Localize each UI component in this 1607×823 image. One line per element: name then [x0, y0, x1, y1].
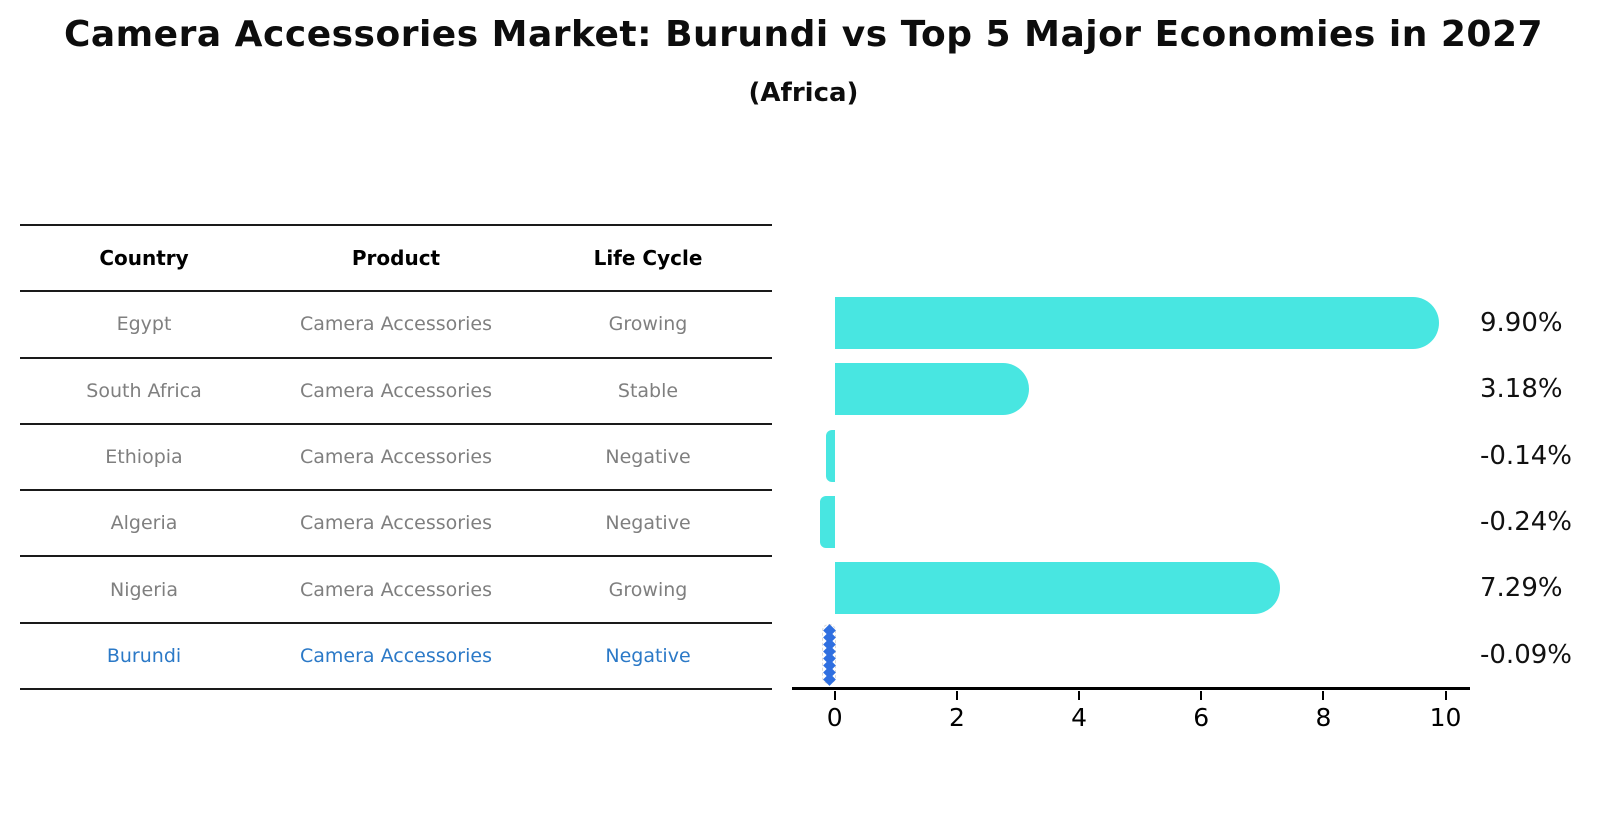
table-cell-country: Burundi: [106, 644, 182, 667]
table-cell-life-cycle: Negative: [605, 512, 691, 535]
table-cell-product: Camera Accessories: [300, 512, 492, 535]
x-tick-label: 0: [826, 703, 843, 732]
x-tick-label: 8: [1315, 703, 1332, 732]
table-row: South Africa Camera Accessories Stable: [20, 359, 772, 425]
x-axis-line: [792, 687, 1470, 690]
bar-nigeria: [834, 562, 1281, 615]
x-tick-label: 10: [1429, 703, 1462, 732]
table-cell-country: Ethiopia: [105, 446, 183, 469]
table-cell-country: Algeria: [110, 512, 178, 535]
value-label: -0.09%: [1480, 639, 1572, 670]
table-cell-life-cycle: Growing: [608, 313, 688, 336]
table-header-row: Country Product Life Cycle: [20, 226, 772, 293]
table-cell-product: Camera Accessories: [300, 446, 492, 469]
x-tick-mark: [1078, 691, 1081, 700]
x-tick-mark: [833, 691, 836, 700]
table-cell-product: Camera Accessories: [300, 313, 492, 336]
value-label: 3.18%: [1480, 374, 1563, 405]
table-cell-product: Camera Accessories: [300, 578, 492, 601]
table-row: Burundi Camera Accessories Negative: [20, 624, 772, 691]
table-row: Ethiopia Camera Accessories Negative: [20, 425, 772, 492]
value-label: 9.90%: [1480, 308, 1563, 339]
table-header-product: Product: [351, 246, 441, 271]
table-cell-life-cycle: Stable: [617, 379, 679, 402]
table-cell-life-cycle: Negative: [605, 644, 691, 667]
x-tick-label: 4: [1071, 703, 1088, 732]
table-cell-country: Nigeria: [110, 578, 178, 601]
table-cell-life-cycle: Growing: [608, 578, 688, 601]
x-tick-mark: [1200, 691, 1203, 700]
x-tick-label: 2: [948, 703, 965, 732]
table-cell-life-cycle: Negative: [605, 446, 691, 469]
table-cell-product: Camera Accessories: [300, 379, 492, 402]
table-cell-product: Camera Accessories: [300, 644, 492, 667]
chart-title: Camera Accessories Market: Burundi vs To…: [63, 14, 1544, 55]
table-cell-country: Egypt: [116, 313, 172, 336]
table-body: Egypt Camera Accessories Growing South Afri…: [20, 292, 772, 691]
x-tick-mark: [955, 691, 958, 700]
table-row: Nigeria Camera Accessories Growing: [20, 557, 772, 624]
bar-algeria: [820, 496, 835, 549]
bar-south-africa: [834, 363, 1029, 416]
comparison-table: Country Product Life Cycle Egypt Camera Acc…: [20, 224, 772, 691]
x-tick-mark: [1444, 691, 1447, 700]
value-label: -0.14%: [1480, 440, 1572, 471]
value-label: 7.29%: [1480, 573, 1563, 604]
bar-chart: 0 2 4 6 8 10 9.90% 3.18% -0.14% -0.24% 7.29% -0.09…: [792, 290, 1572, 732]
chart-subtitle: (Africa): [748, 78, 859, 108]
x-tick-label: 6: [1193, 703, 1210, 732]
table-header-life-cycle: Life Cycle: [593, 246, 703, 271]
table-row: Egypt Camera Accessories Growing: [20, 292, 772, 359]
value-label: -0.24%: [1480, 507, 1572, 538]
bar-egypt: [834, 297, 1440, 350]
table-cell-country: South Africa: [86, 379, 202, 402]
table-header-country: Country: [99, 246, 189, 271]
table-row: Algeria Camera Accessories Negative: [20, 491, 772, 558]
x-tick-mark: [1322, 691, 1325, 700]
highlight-marker-burundi: [821, 623, 837, 686]
bar-ethiopia: [826, 429, 835, 482]
